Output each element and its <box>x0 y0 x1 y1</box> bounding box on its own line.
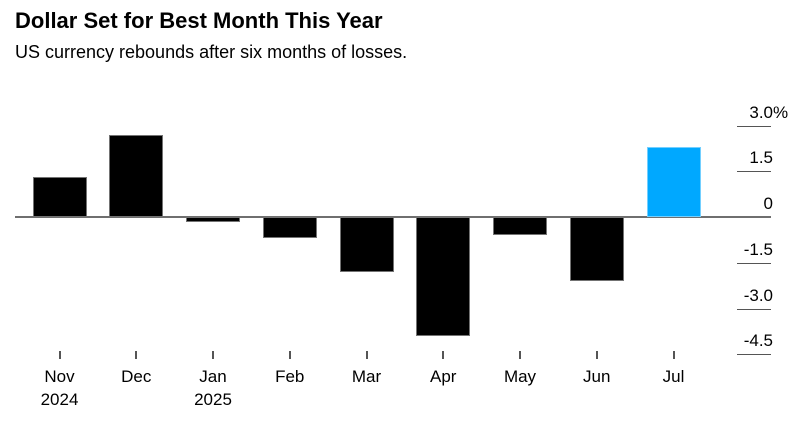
chart-subtitle: US currency rebounds after six months of… <box>15 42 408 62</box>
y-axis-tick-label: -4.5 <box>743 331 773 350</box>
y-axis-tick-label: 3.0% <box>749 103 789 122</box>
x-axis-label-may: May <box>503 367 537 386</box>
x-axis-label-dec: Dec <box>121 367 152 386</box>
bar-apr <box>416 217 471 336</box>
x-axis-label-feb: Feb <box>275 367 305 386</box>
bar-nov-2024 <box>32 177 87 217</box>
x-axis-tick <box>519 351 521 359</box>
x-axis-tick <box>288 351 291 359</box>
y-axis-tick <box>737 263 771 264</box>
x-axis-tick <box>595 351 598 359</box>
x-axis-year-label: 2025 <box>194 390 232 409</box>
x-axis-label-nov: Nov <box>44 367 75 386</box>
y-axis-tick-label: -1.5 <box>743 240 773 259</box>
bar-may <box>493 217 547 235</box>
bar-mar <box>339 217 394 272</box>
bar-jan-2025 <box>186 217 240 222</box>
chart-title: Dollar Set for Best Month This Year <box>15 8 383 33</box>
x-axis-label-jun: Jun <box>583 367 611 386</box>
x-axis-tick <box>135 351 138 359</box>
y-axis-tick-label: 1.5 <box>749 148 773 167</box>
x-axis-label-jul: Jul <box>662 367 685 386</box>
bar-jun <box>569 217 624 281</box>
y-axis-tick-label: 0 <box>763 194 773 213</box>
x-axis-tick <box>442 351 445 359</box>
y-axis-tick <box>737 171 771 172</box>
percent-suffix: % <box>773 103 789 122</box>
x-axis-tick <box>672 351 675 359</box>
x-axis-tick <box>212 351 214 359</box>
y-axis-tick-label: -3.0 <box>743 286 773 305</box>
y-axis-tick <box>737 309 771 310</box>
x-axis-label-jan: Jan <box>199 367 227 386</box>
x-axis-tick <box>58 351 61 359</box>
bar-dec <box>109 135 164 217</box>
bar-feb <box>262 217 317 238</box>
bar-jul <box>646 147 701 217</box>
y-axis-tick <box>737 126 771 127</box>
x-axis-label-apr: Apr <box>430 367 457 386</box>
y-axis-tick <box>737 354 771 355</box>
x-axis-tick <box>365 351 368 359</box>
x-axis-label-mar: Mar <box>351 367 382 386</box>
x-axis-year-label: 2024 <box>40 390 79 409</box>
